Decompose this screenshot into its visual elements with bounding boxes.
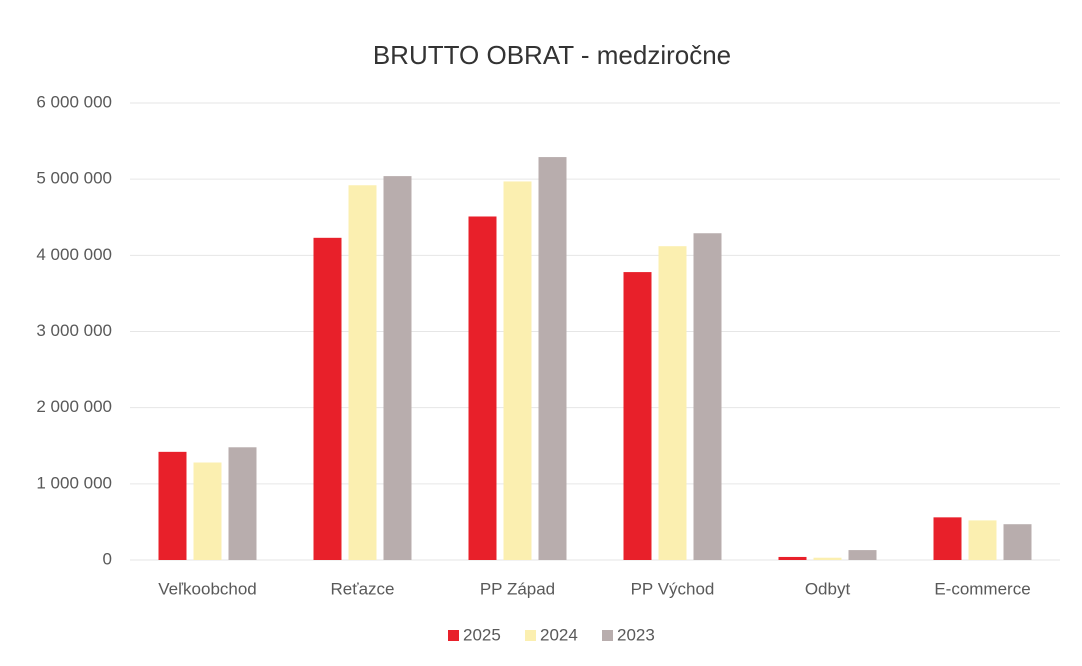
y-tick-label: 0 [103, 549, 112, 568]
bar [538, 157, 567, 560]
bar [468, 216, 497, 560]
legend-swatch [525, 630, 536, 641]
y-tick-label: 1 000 000 [36, 473, 112, 492]
y-tick-label: 6 000 000 [36, 92, 112, 111]
y-tick-label: 4 000 000 [36, 245, 112, 264]
bar [623, 272, 652, 560]
bar [158, 451, 187, 560]
bar [813, 557, 842, 560]
y-tick-label: 2 000 000 [36, 397, 112, 416]
x-tick-label: PP Východ [631, 579, 715, 598]
bar [968, 520, 997, 560]
bar [1003, 524, 1032, 560]
x-tick-label: Reťazce [330, 579, 394, 598]
x-tick-label: Veľkoobchod [158, 579, 257, 598]
bar [848, 550, 877, 560]
bar [313, 237, 342, 560]
legend-label: 2023 [617, 625, 655, 644]
x-tick-label: Odbyt [805, 579, 851, 598]
legend-label: 2025 [463, 625, 501, 644]
x-tick-label: PP Západ [480, 579, 555, 598]
legend-swatch [602, 630, 613, 641]
legend-label: 2024 [540, 625, 578, 644]
bar [193, 462, 222, 560]
y-tick-label: 3 000 000 [36, 321, 112, 340]
bar [348, 185, 377, 560]
chart-title: BRUTTO OBRAT - medziročne [373, 40, 731, 70]
bar [658, 246, 687, 560]
bar [693, 233, 722, 560]
x-tick-label: E-commerce [934, 579, 1030, 598]
bar [778, 556, 807, 560]
bar [383, 176, 412, 560]
y-tick-label: 5 000 000 [36, 169, 112, 188]
legend-swatch [448, 630, 459, 641]
bar [228, 447, 257, 560]
bar [933, 517, 962, 560]
bar [503, 181, 532, 560]
